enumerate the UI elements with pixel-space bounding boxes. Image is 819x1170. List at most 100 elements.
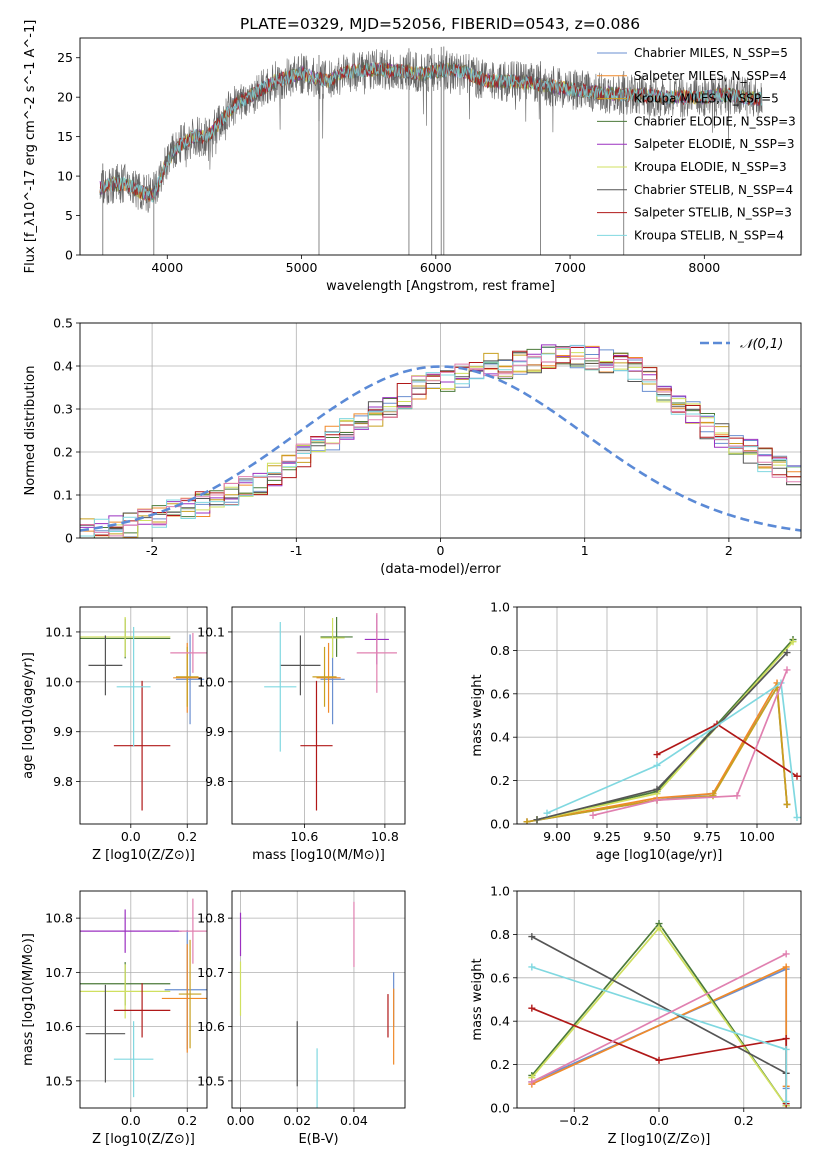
series-line — [536, 641, 794, 821]
x-tick-label: 7000 — [554, 260, 586, 275]
legend-label: Salpeter STELIB, N_SSP=3 — [634, 206, 792, 220]
y-tick-label: 9.8 — [53, 774, 73, 789]
y-tick-label: 9.9 — [205, 724, 225, 739]
series-marker — [653, 751, 661, 759]
y-axis-label: age [log10(age/yr)] — [21, 652, 36, 779]
series-marker — [528, 933, 536, 941]
axes-frame — [231, 606, 406, 825]
y-tick-label: 0.0 — [490, 817, 510, 832]
y-tick-label: 0.4 — [490, 730, 510, 745]
y-tick-label: 15 — [57, 129, 73, 144]
y-tick-label: 10.6 — [197, 1019, 225, 1034]
series-line — [592, 669, 788, 817]
plot-area — [80, 616, 207, 811]
y-tick-label: 10.1 — [45, 624, 73, 639]
y-tick-label: 0.3 — [53, 402, 73, 417]
x-tick-label: 0.00 — [227, 1113, 255, 1128]
panel-residual_histogram — [80, 322, 801, 539]
x-tick-label: 0.0 — [121, 829, 141, 844]
series-marker — [793, 813, 801, 821]
x-tick-label: -1 — [290, 543, 302, 558]
y-tick-label: 10.0 — [45, 674, 73, 689]
axes-frame — [79, 890, 208, 1109]
x-axis-label: Z [log10(Z/Z⊙)] — [92, 1132, 195, 1147]
series-marker — [589, 811, 597, 819]
x-tick-label: 9.75 — [693, 829, 721, 844]
y-tick-label: 10.1 — [197, 624, 225, 639]
axes-spectrum: 4000 5000 6000 7000 8000 0 5 10 15 20 25 wavelength… — [23, 20, 802, 294]
x-tick-label: 0.0 — [649, 1113, 669, 1128]
plot-area — [239, 901, 395, 1108]
plot-area — [264, 612, 397, 811]
panel-spectrum — [99, 46, 763, 255]
series-marker — [782, 1035, 790, 1043]
x-tick-label: 0.04 — [340, 1113, 368, 1128]
x-tick-label: 8000 — [688, 260, 720, 275]
y-tick-label: 9.8 — [205, 774, 225, 789]
series-marker — [783, 666, 791, 674]
axes-frame — [79, 606, 208, 825]
y-tick-label: 0 — [65, 248, 73, 263]
x-tick-label: 9.25 — [593, 829, 621, 844]
axes-age_vs_mass: 10.6 10.8 9.8 9.9 10.0 10.1 mass [log10(M/M⊙)] — [197, 606, 406, 863]
panel-age_vs_mass — [232, 607, 405, 824]
legend-label-normal: 𝒩(0,1) — [740, 337, 783, 352]
series-marker — [543, 809, 551, 817]
plot-area — [528, 920, 790, 1108]
spectrum-legend: Chabrier MILES, N_SSP=5 Salpeter MILES, N… — [597, 46, 796, 242]
series-marker — [523, 818, 531, 824]
panel-mass_weight_vs_Z — [517, 890, 801, 1109]
series-marker — [783, 649, 791, 657]
panel-mass_vs_EBV — [232, 891, 405, 1108]
series-line — [531, 935, 787, 1075]
series-marker — [782, 1097, 790, 1105]
legend-label: Kroupa MILES, N_SSP=5 — [634, 92, 779, 106]
panel-mass_weight_vs_age — [517, 606, 801, 825]
x-axis-label: age [log10(age/yr)] — [596, 848, 723, 863]
y-tick-label: 0.5 — [53, 316, 73, 331]
axes-frame — [516, 606, 802, 825]
series-marker — [793, 772, 801, 780]
y-tick-label: 0.4 — [53, 359, 73, 374]
y-tick-label: 10.0 — [197, 674, 225, 689]
x-tick-label: 0.2 — [177, 1113, 197, 1128]
legend-label: Chabrier ELODIE, N_SSP=3 — [634, 114, 796, 128]
y-axis-label: Flux [f_λ10^-17 erg cm^-2 s^-1 A^-1] — [23, 20, 38, 274]
x-axis-label: Z [log10(Z/Z⊙)] — [608, 1132, 711, 1147]
y-tick-label: 0.6 — [490, 970, 510, 985]
x-axis-label: wavelength [Angstrom, rest frame] — [326, 279, 555, 294]
y-tick-label: 10.8 — [197, 911, 225, 926]
y-tick-label: 10.8 — [45, 911, 73, 926]
x-tick-label: 1 — [581, 543, 589, 558]
y-tick-label: 10.7 — [45, 965, 73, 980]
panel-mass_vs_Z — [80, 891, 207, 1108]
x-tick-label: 6000 — [420, 260, 452, 275]
histogram-step — [80, 348, 801, 538]
series-marker — [783, 800, 791, 808]
legend-label: Kroupa ELODIE, N_SSP=3 — [634, 160, 787, 174]
x-tick-label: 10.8 — [371, 829, 399, 844]
series-marker — [653, 796, 661, 804]
y-axis-label: Normed distribution — [23, 366, 38, 496]
x-tick-label: 10.00 — [739, 829, 775, 844]
normal-curve — [80, 365, 801, 532]
x-tick-label: 0.2 — [734, 1113, 754, 1128]
legend-label: Chabrier STELIB, N_SSP=4 — [634, 183, 793, 197]
x-tick-label: 0.02 — [283, 1113, 311, 1128]
y-tick-label: 0 — [65, 531, 73, 546]
y-tick-label: 0.2 — [490, 1057, 510, 1072]
series-marker — [782, 950, 790, 958]
panel-age_vs_Z — [80, 607, 207, 824]
plot-area — [99, 46, 763, 255]
x-tick-label: 4000 — [151, 260, 183, 275]
y-tick-label: 0.1 — [53, 488, 73, 503]
series-marker — [533, 816, 541, 824]
series-marker — [733, 792, 741, 800]
x-axis-label: E(B-V) — [298, 1132, 338, 1147]
series-marker — [528, 1004, 536, 1012]
series-marker — [709, 792, 717, 800]
x-axis-label: (data-model)/error — [380, 562, 501, 577]
y-tick-label: 0.0 — [490, 1101, 510, 1116]
axes-frame — [79, 37, 802, 256]
